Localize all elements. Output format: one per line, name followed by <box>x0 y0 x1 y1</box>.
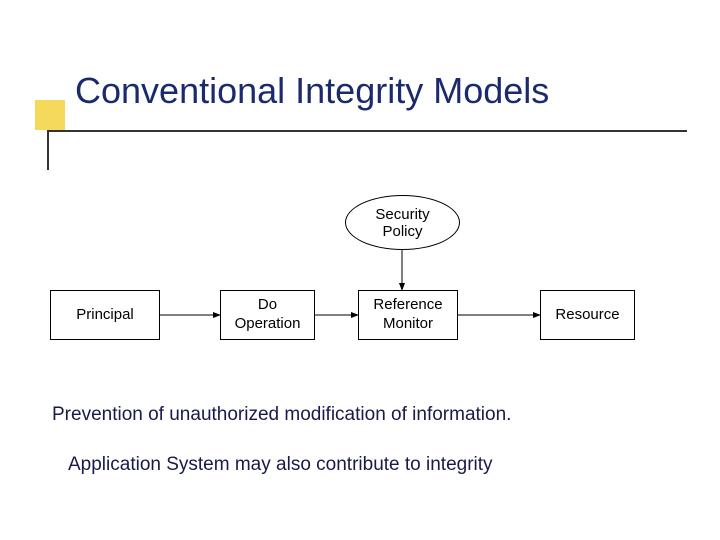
title-rule <box>47 130 687 132</box>
accent-block <box>35 100 65 130</box>
node-label: SecurityPolicy <box>375 206 429 240</box>
body-line-1: Prevention of unauthorized modification … <box>52 404 511 426</box>
title-rule-vert <box>47 130 49 170</box>
node-resource: Resource <box>540 290 635 340</box>
title-area: Conventional Integrity Models <box>0 0 720 60</box>
node-label: Resource <box>555 306 619 325</box>
body-line-2: Application System may also contribute t… <box>68 454 493 476</box>
node-do-operation: DoOperation <box>220 290 315 340</box>
node-security-policy: SecurityPolicy <box>345 195 460 250</box>
node-label: Principal <box>76 306 134 325</box>
page-title: Conventional Integrity Models <box>75 70 549 112</box>
node-reference-monitor: ReferenceMonitor <box>358 290 458 340</box>
node-label: ReferenceMonitor <box>373 296 442 334</box>
node-label: DoOperation <box>235 296 301 334</box>
node-principal: Principal <box>50 290 160 340</box>
